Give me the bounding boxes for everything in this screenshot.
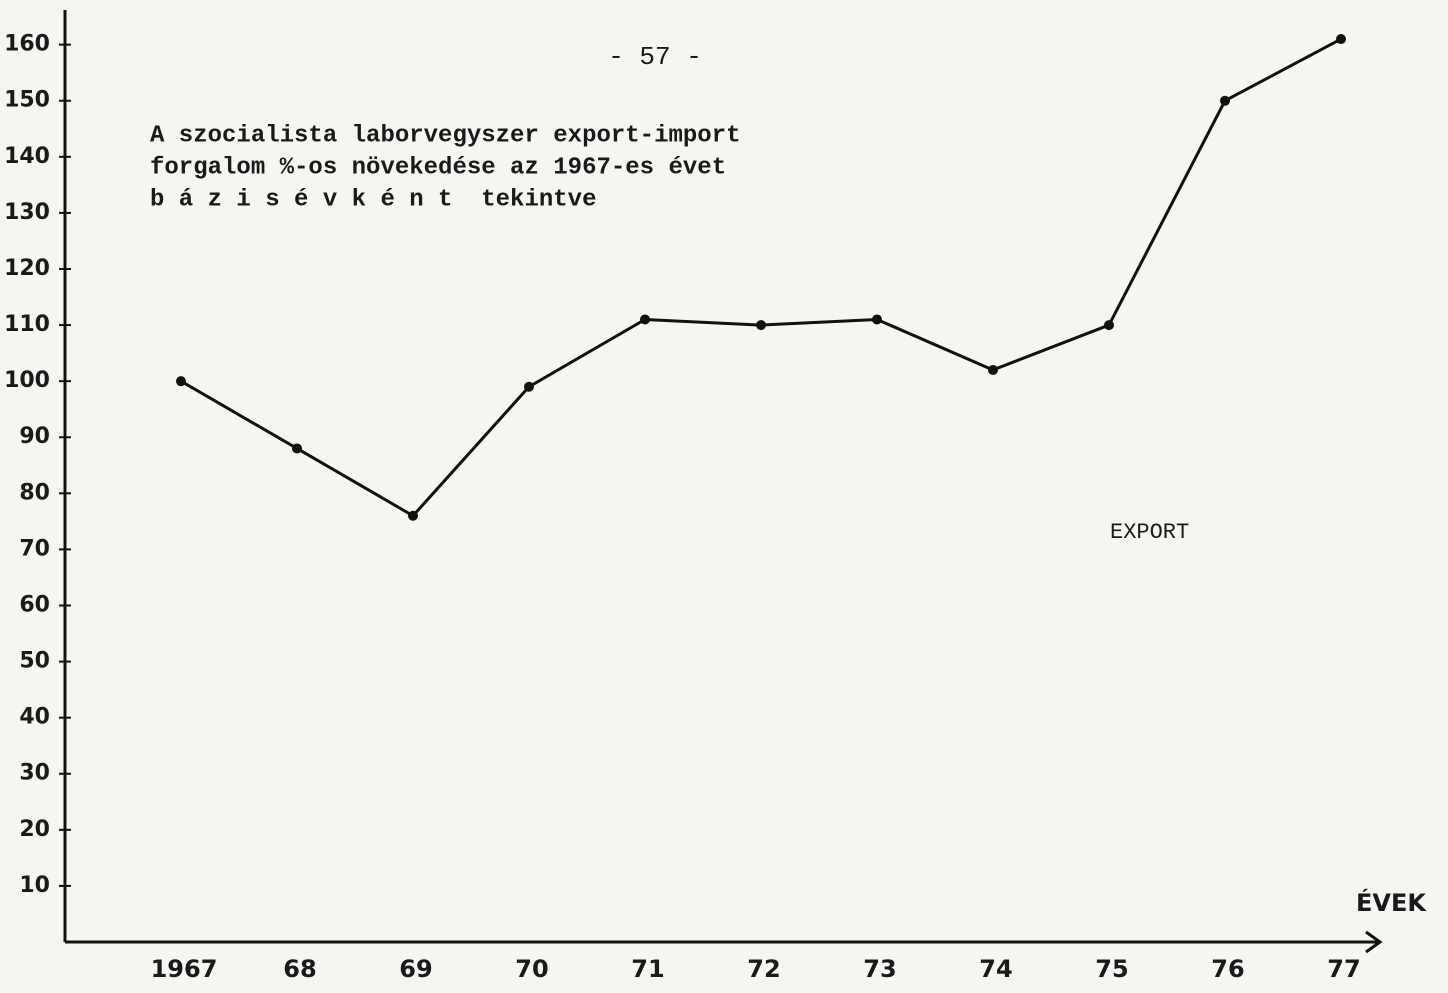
x-tick-label: 72 — [747, 955, 780, 983]
x-tick-label: 69 — [399, 955, 432, 983]
y-tick-label: 20 — [19, 817, 50, 842]
title-line: forgalom %-os növekedése az 1967-es évet — [150, 154, 726, 181]
x-axis-label: ÉVEK — [1356, 888, 1427, 917]
y-tick-label: 80 — [19, 480, 50, 505]
data-point — [1220, 95, 1230, 106]
y-tick-label: 60 — [19, 592, 50, 617]
data-point — [1336, 34, 1346, 45]
x-tick-label: 75 — [1095, 955, 1128, 983]
data-point — [756, 320, 766, 331]
x-axis-arrow — [1365, 930, 1383, 954]
y-tick-label: 130 — [4, 200, 50, 225]
title-line: b á z i s é v k é n t tekintve — [150, 186, 596, 213]
y-tick-label: 30 — [19, 761, 50, 786]
y-tick-label: 160 — [4, 32, 50, 57]
data-point — [292, 443, 302, 454]
data-point — [872, 314, 882, 325]
data-point — [1104, 320, 1114, 331]
data-line — [180, 37, 1342, 518]
y-tick-label: 40 — [19, 705, 50, 730]
y-tick-label: 70 — [19, 536, 50, 561]
x-tick-label: 74 — [979, 955, 1012, 983]
x-tick-label: 71 — [631, 955, 664, 983]
y-tick-label: 50 — [19, 649, 50, 674]
y-tick-label: 150 — [4, 88, 50, 113]
y-tick-label: 110 — [4, 312, 50, 337]
x-tick-label: 73 — [863, 955, 896, 983]
data-point — [988, 364, 998, 375]
y-tick-label: 140 — [4, 144, 50, 169]
x-tick-label: 70 — [515, 955, 548, 983]
y-tick-label: 100 — [4, 368, 50, 393]
data-point — [524, 381, 534, 392]
annotation: EXPORT — [1110, 520, 1189, 545]
x-tick-label: 76 — [1211, 955, 1244, 983]
data-point — [176, 376, 186, 387]
title-line: A szocialista laborvegyszer export-impor… — [150, 122, 741, 149]
page-number: - 57 - — [608, 42, 702, 72]
x-tick-label: 68 — [283, 955, 316, 983]
x-tick-label: 77 — [1327, 955, 1360, 983]
y-tick-label: 120 — [4, 256, 50, 281]
x-tick-label: 1967 — [151, 955, 218, 983]
y-tick-label: 10 — [19, 873, 50, 898]
data-point — [640, 314, 650, 325]
data-point — [408, 510, 418, 521]
y-tick-label: 90 — [19, 424, 50, 449]
